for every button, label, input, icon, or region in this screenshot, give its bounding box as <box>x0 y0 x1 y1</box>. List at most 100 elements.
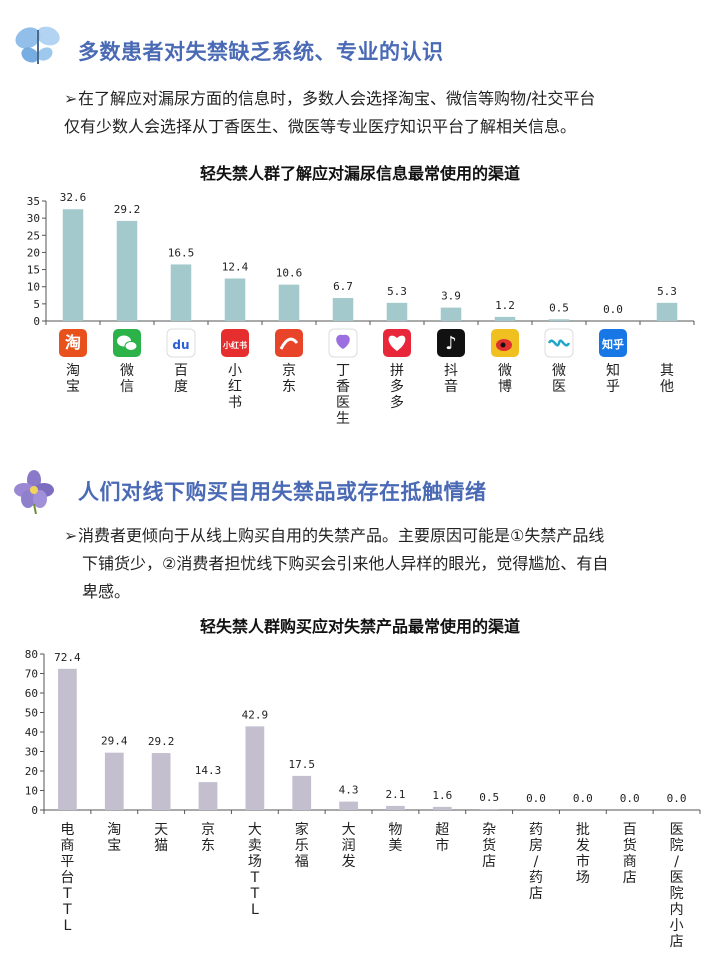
bar <box>432 806 452 810</box>
y-tick-label: 20 <box>25 765 38 778</box>
data-label: 5.3 <box>657 285 677 298</box>
section2-bullet: ➢消费者更倾向于从线上购买自用的失禁产品。主要原因可能是①失禁产品线 下铺货少，… <box>64 522 704 606</box>
category-label-char: 店 <box>623 870 637 886</box>
category-label-char: L <box>64 918 72 934</box>
butterfly-icon <box>15 26 60 64</box>
y-tick-label: 80 <box>25 648 38 661</box>
bar <box>58 668 77 810</box>
icon-bg <box>599 329 627 357</box>
category-label-char: 多 <box>390 394 404 411</box>
icon-mark <box>388 335 406 351</box>
icon-mark: du <box>172 338 189 352</box>
category-label-char: 美 <box>388 838 402 854</box>
category-label-char: 货 <box>623 837 637 854</box>
category-label-char: 拼 <box>390 363 404 379</box>
data-label: 0.0 <box>620 792 640 805</box>
icon-mark: 淘 <box>65 333 81 352</box>
category-label-char: 院 <box>670 838 684 854</box>
section1-bullet-line2: 仅有少数人会选择从丁香医生、微医等专业医疗知识平台了解相关信息。 <box>64 117 577 136</box>
bar <box>224 278 246 321</box>
category-label-char: 批 <box>576 822 590 838</box>
category-label-char: 商 <box>623 854 637 870</box>
category-label-char: 台 <box>60 870 74 886</box>
category-label-char: 药 <box>529 870 543 886</box>
category-label-char: 医 <box>336 395 350 411</box>
category-label-char: 京 <box>201 822 215 838</box>
category-label-char: 抖 <box>444 363 458 379</box>
bar <box>479 809 499 810</box>
category-label-char: 信 <box>120 379 134 395</box>
section2-bullet-line3: 卑感。 <box>82 582 131 601</box>
bar <box>116 220 138 321</box>
category-label-char: 书 <box>228 395 242 411</box>
category-label-char: 音 <box>444 378 458 395</box>
category-label-char: 医 <box>552 379 566 395</box>
category-label-char: 大 <box>248 822 262 838</box>
bar <box>62 209 84 321</box>
data-label: 5.3 <box>387 285 407 298</box>
category-label-char: 店 <box>670 934 684 950</box>
icon-mark: 知乎 <box>601 337 624 351</box>
category-label-char: 微 <box>120 363 134 379</box>
y-tick-label: 25 <box>27 229 40 242</box>
y-tick-label: 35 <box>27 195 40 208</box>
data-label: 72.4 <box>54 651 81 664</box>
data-label: 1.2 <box>495 299 515 312</box>
bar <box>104 752 124 810</box>
bar <box>548 319 570 321</box>
data-label: 32.6 <box>60 191 87 204</box>
category-label-char: 其 <box>660 363 674 379</box>
y-tick-label: 5 <box>33 298 40 311</box>
category-label-char: 场 <box>576 870 590 886</box>
category-label-char: 房 <box>529 838 543 854</box>
category-label-char: 货 <box>482 837 496 854</box>
weibo-icon <box>491 329 519 357</box>
wechat-icon <box>113 329 141 357</box>
bar <box>292 775 312 810</box>
icon-bg <box>166 328 196 358</box>
bar <box>494 316 516 321</box>
category-label-char: T <box>62 902 72 918</box>
icon-bg <box>221 329 249 357</box>
data-label: 0.0 <box>603 303 623 316</box>
data-label: 1.6 <box>432 789 452 802</box>
chart1-title: 轻失禁人群了解应对漏尿信息最常使用的渠道 <box>199 164 520 183</box>
icon-mark <box>336 334 350 349</box>
category-label-char: 东 <box>201 838 215 854</box>
bar <box>386 805 405 810</box>
y-tick-label: 20 <box>27 246 40 259</box>
data-label: 42.9 <box>242 708 269 721</box>
data-label: 0.0 <box>573 792 593 805</box>
category-label-char: 红 <box>228 379 242 395</box>
data-label: 4.3 <box>339 784 359 797</box>
baidu-icon: du <box>166 328 196 358</box>
chevron-right-icon: ➢ <box>64 89 78 108</box>
section1-bullet-line1: 在了解应对漏尿方面的信息时，多数人会选择淘宝、微信等购物/社交平台 <box>78 89 596 108</box>
category-label-char: 天 <box>154 822 168 838</box>
y-tick-label: 30 <box>25 746 38 759</box>
category-label-char: 百 <box>174 363 188 379</box>
category-label-char: 大 <box>342 822 356 838</box>
category-label-char: 微 <box>552 363 566 379</box>
data-label: 6.7 <box>333 280 353 293</box>
section2-bullet-line2: 下铺货少，②消费者担忧线下购买会引来他人异样的眼光，觉得尴尬、有自 <box>82 554 609 573</box>
category-label-char: 小 <box>670 918 684 934</box>
icon-mark <box>547 339 571 347</box>
category-label-char: 京 <box>282 363 296 379</box>
bar <box>339 801 358 810</box>
icon-mark <box>500 342 506 348</box>
flower-icon <box>14 470 54 514</box>
y-tick-label: 0 <box>31 804 38 817</box>
category-label-char: 医 <box>670 870 684 886</box>
y-tick-label: 50 <box>25 707 38 720</box>
category-label-char: 宝 <box>66 379 80 395</box>
category-label-char: 乐 <box>295 838 309 854</box>
category-label-char: 市 <box>576 853 590 870</box>
chevron-right-icon: ➢ <box>64 526 78 545</box>
category-label-char: / <box>534 854 539 870</box>
zhihu-icon: 知乎 <box>599 329 627 357</box>
category-label-char: 福 <box>295 854 309 870</box>
bar <box>386 302 408 321</box>
category-label-char: 发 <box>576 838 590 854</box>
category-label-char: 猫 <box>154 838 168 854</box>
